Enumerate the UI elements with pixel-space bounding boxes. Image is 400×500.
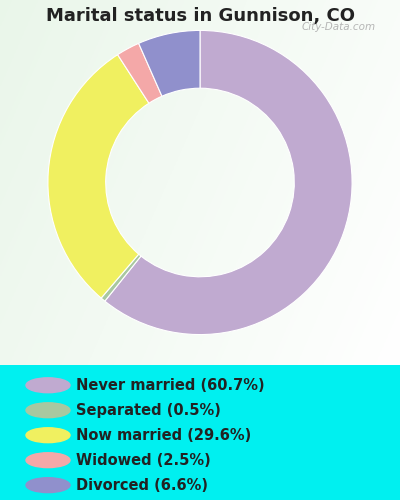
Text: Now married (29.6%): Now married (29.6%) [76, 428, 251, 442]
Circle shape [26, 403, 70, 417]
Circle shape [26, 378, 70, 392]
Circle shape [26, 478, 70, 492]
Wedge shape [118, 44, 162, 103]
Circle shape [26, 428, 70, 442]
Wedge shape [139, 30, 200, 96]
Wedge shape [101, 254, 141, 301]
Text: Marital status in Gunnison, CO: Marital status in Gunnison, CO [46, 8, 354, 26]
Text: City-Data.com: City-Data.com [301, 22, 375, 32]
Wedge shape [105, 30, 352, 335]
Text: Divorced (6.6%): Divorced (6.6%) [76, 478, 208, 492]
Text: Separated (0.5%): Separated (0.5%) [76, 402, 221, 417]
Circle shape [26, 453, 70, 468]
Text: Never married (60.7%): Never married (60.7%) [76, 378, 265, 393]
Wedge shape [48, 54, 149, 298]
Text: Widowed (2.5%): Widowed (2.5%) [76, 452, 211, 468]
